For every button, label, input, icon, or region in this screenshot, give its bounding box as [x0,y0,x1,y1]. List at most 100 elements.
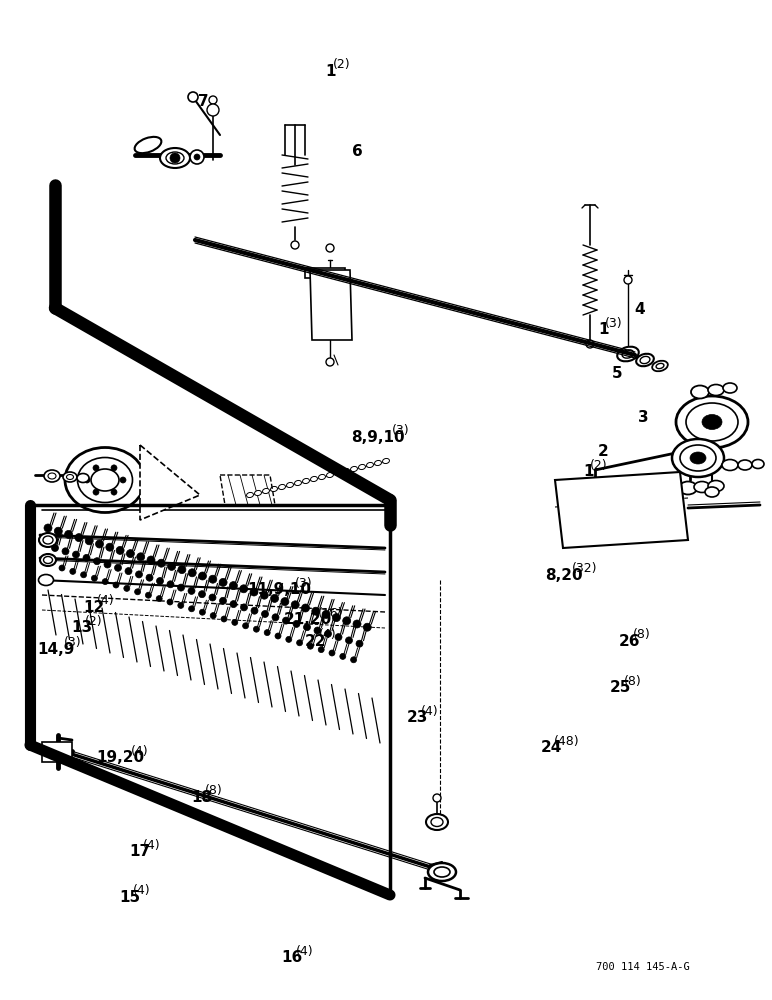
Circle shape [230,601,237,608]
Text: 2: 2 [598,444,608,460]
Circle shape [198,591,205,598]
Circle shape [84,477,90,483]
Ellipse shape [166,152,184,164]
Text: (32): (32) [572,562,598,575]
Circle shape [80,572,86,578]
Circle shape [586,340,594,348]
Circle shape [350,657,357,663]
Circle shape [221,616,227,622]
Circle shape [209,594,216,601]
Circle shape [293,620,300,627]
Text: (16): (16) [318,607,344,620]
Circle shape [302,604,310,612]
Ellipse shape [91,469,119,491]
Circle shape [333,614,340,622]
Text: (4): (4) [134,884,151,897]
Text: 5: 5 [612,365,623,380]
Circle shape [167,599,173,605]
Circle shape [65,530,73,538]
Circle shape [303,624,310,631]
Ellipse shape [656,363,664,369]
Ellipse shape [679,482,697,494]
Circle shape [251,607,258,614]
Text: 25: 25 [610,680,631,696]
Circle shape [281,598,289,606]
Circle shape [188,587,195,594]
Ellipse shape [343,468,350,474]
Circle shape [219,597,226,604]
Text: (4): (4) [421,705,438,718]
Text: 18: 18 [191,790,212,804]
Text: 1: 1 [583,464,594,480]
Ellipse shape [640,356,650,364]
Circle shape [125,568,132,575]
Circle shape [318,647,324,653]
Circle shape [262,610,269,617]
Text: 23: 23 [407,710,428,726]
Ellipse shape [722,460,738,471]
Circle shape [69,568,76,574]
Circle shape [219,578,227,586]
Text: 12: 12 [83,599,105,614]
Circle shape [335,634,342,641]
Circle shape [59,565,65,571]
Circle shape [283,617,290,624]
Ellipse shape [286,482,293,488]
Circle shape [343,617,350,625]
Circle shape [199,609,205,615]
Circle shape [104,561,111,568]
Text: 21,20: 21,20 [284,612,332,628]
Ellipse shape [279,484,286,490]
Ellipse shape [431,818,443,826]
Polygon shape [310,270,352,340]
Ellipse shape [44,470,60,482]
Circle shape [241,604,248,611]
Ellipse shape [319,474,326,480]
Circle shape [364,623,371,631]
Text: 8,20: 8,20 [545,568,583,582]
Ellipse shape [246,492,253,498]
Circle shape [83,554,90,561]
Ellipse shape [738,460,752,470]
Ellipse shape [367,462,374,468]
Text: 8,9,10: 8,9,10 [351,430,405,444]
Text: 26: 26 [619,634,641,648]
Ellipse shape [708,384,724,395]
Circle shape [250,588,258,596]
Circle shape [62,548,69,555]
Text: (2): (2) [333,58,350,71]
Circle shape [178,566,186,574]
Circle shape [113,582,119,588]
Circle shape [326,358,334,366]
Text: 1: 1 [326,64,337,79]
Ellipse shape [43,536,53,544]
Circle shape [326,244,334,252]
Text: (8): (8) [205,784,223,797]
Circle shape [106,543,113,551]
Circle shape [114,564,121,571]
Text: (8): (8) [624,675,642,688]
Text: 16: 16 [282,950,303,966]
Ellipse shape [664,486,676,494]
Circle shape [346,637,353,644]
Text: (8): (8) [633,628,651,641]
Text: 22: 22 [305,634,327,648]
Ellipse shape [383,458,389,464]
Circle shape [93,558,100,565]
Ellipse shape [686,403,738,441]
Circle shape [291,601,300,609]
Ellipse shape [262,488,269,494]
Text: 13: 13 [71,620,92,636]
Ellipse shape [255,490,262,496]
Ellipse shape [752,460,764,468]
Circle shape [116,546,124,554]
Circle shape [52,544,59,552]
Circle shape [272,614,279,621]
Text: (2): (2) [85,615,102,628]
Circle shape [124,585,130,591]
Ellipse shape [694,482,710,492]
Circle shape [275,633,281,639]
Circle shape [188,606,195,612]
Circle shape [188,569,196,577]
Text: (3): (3) [295,577,313,590]
